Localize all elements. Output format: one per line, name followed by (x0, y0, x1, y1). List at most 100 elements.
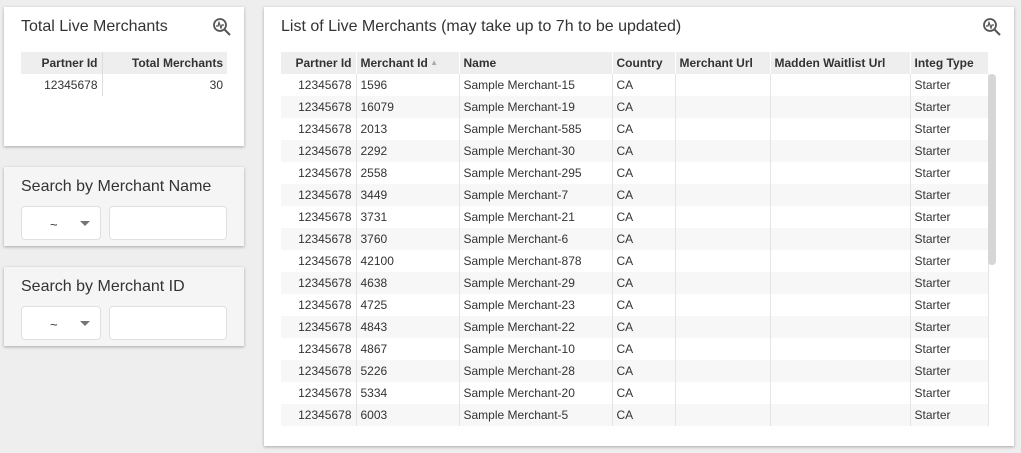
cell: 4843 (356, 316, 460, 338)
cell: 4867 (356, 338, 460, 360)
cell (675, 360, 771, 382)
cell: Sample Merchant-10 (459, 338, 613, 360)
table-row[interactable]: 12345678 2292 Sample Merchant-30 CA Starter (281, 140, 989, 162)
cell: Starter (910, 250, 989, 272)
cell: Sample Merchant-30 (459, 140, 613, 162)
column-header[interactable]: Merchant Url (675, 52, 771, 74)
cell: 16079 (356, 96, 460, 118)
cell: Sample Merchant-29 (459, 272, 613, 294)
table-row[interactable]: 12345678 3731 Sample Merchant-21 CA Starter (281, 206, 989, 228)
cell: 12345678 (281, 250, 357, 272)
cell (675, 162, 771, 184)
cell: Sample Merchant-6 (459, 228, 613, 250)
cell: Sample Merchant-20 (459, 382, 613, 404)
cell: 12345678 (21, 74, 103, 96)
cell: 3731 (356, 206, 460, 228)
cell: CA (612, 294, 676, 316)
header-label: Country (616, 56, 663, 70)
cell (770, 162, 911, 184)
cell: Sample Merchant-5 (459, 404, 613, 426)
cell: Sample Merchant-15 (459, 74, 613, 96)
column-header[interactable]: Partner Id (281, 52, 357, 74)
cell: Starter (910, 96, 989, 118)
cell: Starter (910, 162, 989, 184)
cell: 5334 (356, 382, 460, 404)
table-row[interactable]: 12345678 4638 Sample Merchant-29 CA Starter (281, 272, 989, 294)
cell (675, 184, 771, 206)
column-header[interactable]: Name (459, 52, 613, 74)
table-row[interactable]: 12345678 42100 Sample Merchant-878 CA Starte… (281, 250, 989, 272)
cell: 12345678 (281, 118, 357, 140)
operator-value: ~ (50, 217, 58, 232)
cell (675, 294, 771, 316)
table-row[interactable]: 12345678 3449 Sample Merchant-7 CA Starter (281, 184, 989, 206)
table-row[interactable]: 12345678 1596 Sample Merchant-15 CA Starter (281, 74, 989, 96)
cell: 42100 (356, 250, 460, 272)
cell: Starter (910, 382, 989, 404)
cell: Sample Merchant-295 (459, 162, 613, 184)
table-row[interactable]: 12345678 4843 Sample Merchant-22 CA Starter (281, 316, 989, 338)
header-label: Partner Id (295, 56, 352, 70)
cell: Starter (910, 272, 989, 294)
operator-dropdown[interactable]: ~ (21, 206, 101, 240)
cell: 30 (209, 78, 223, 92)
cell (770, 404, 911, 426)
operator-dropdown[interactable]: ~ (21, 306, 101, 340)
table-row[interactable]: 12345678 4867 Sample Merchant-10 CA Starter (281, 338, 989, 360)
cell: 12345678 (281, 74, 357, 96)
cell (770, 250, 911, 272)
cell (675, 404, 771, 426)
cell (675, 250, 771, 272)
cell (770, 382, 911, 404)
cell: 3760 (356, 228, 460, 250)
cell (770, 118, 911, 140)
cell (770, 140, 911, 162)
cell: 5226 (356, 360, 460, 382)
cell: 12345678 (281, 272, 357, 294)
cell: 2292 (356, 140, 460, 162)
cell (675, 140, 771, 162)
scrollbar[interactable] (988, 74, 996, 265)
column-header[interactable]: Integ Type (910, 52, 989, 74)
cell: 12345678 (281, 184, 357, 206)
cell: Starter (910, 74, 989, 96)
merchant-name-input[interactable] (109, 206, 227, 240)
cell: Starter (910, 140, 989, 162)
cell: 12345678 (281, 338, 357, 360)
search-insights-icon[interactable] (212, 17, 232, 37)
cell (770, 184, 911, 206)
table-row[interactable]: 12345678 5334 Sample Merchant-20 CA Starter (281, 382, 989, 404)
search-insights-icon[interactable] (982, 17, 1002, 37)
cell: 6003 (356, 404, 460, 426)
table-row[interactable]: 12345678 2558 Sample Merchant-295 CA Starter (281, 162, 989, 184)
cell: CA (612, 184, 676, 206)
column-header[interactable]: Madden Waitlist Url (770, 52, 911, 74)
cell: 12345678 (281, 360, 357, 382)
cell: Sample Merchant-28 (459, 360, 613, 382)
table-row[interactable]: 12345678 16079 Sample Merchant-19 CA Starter (281, 96, 989, 118)
cell: 4638 (356, 272, 460, 294)
table-row[interactable]: 12345678 5226 Sample Merchant-28 CA Starter (281, 360, 989, 382)
merchant-id-input[interactable] (109, 306, 227, 340)
cell (770, 206, 911, 228)
table-row[interactable]: 12345678 4725 Sample Merchant-23 CA Starter (281, 294, 989, 316)
column-header[interactable]: Merchant Id ▲ (356, 52, 460, 74)
cell (770, 228, 911, 250)
cell: CA (612, 74, 676, 96)
cell: 12345678 (281, 294, 357, 316)
column-header[interactable]: Country (612, 52, 676, 74)
search-by-id-card: Search by Merchant ID ~ (4, 267, 244, 346)
column-header[interactable]: Total Merchants (102, 52, 227, 74)
table-row: 12345678 30 (21, 74, 227, 96)
column-header[interactable]: Partner Id (21, 52, 103, 74)
operator-value: ~ (50, 317, 58, 332)
cell: 3449 (356, 184, 460, 206)
header-label: Madden Waitlist Url (774, 56, 886, 70)
table-row[interactable]: 12345678 3760 Sample Merchant-6 CA Starter (281, 228, 989, 250)
cell (675, 206, 771, 228)
table-row[interactable]: 12345678 6003 Sample Merchant-5 CA Starter (281, 404, 989, 426)
cell: Starter (910, 118, 989, 140)
cell: Starter (910, 294, 989, 316)
table-row[interactable]: 12345678 2013 Sample Merchant-585 CA Starter (281, 118, 989, 140)
cell: CA (612, 316, 676, 338)
